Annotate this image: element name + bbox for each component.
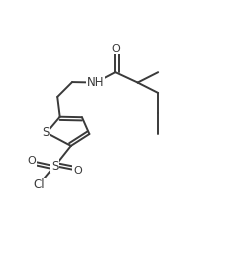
Text: S: S	[51, 160, 58, 173]
Text: O: O	[27, 156, 36, 166]
Text: O: O	[73, 166, 82, 176]
Text: NH: NH	[86, 76, 104, 89]
Text: O: O	[111, 44, 119, 54]
Text: Cl: Cl	[34, 178, 45, 191]
Text: S: S	[42, 126, 50, 139]
